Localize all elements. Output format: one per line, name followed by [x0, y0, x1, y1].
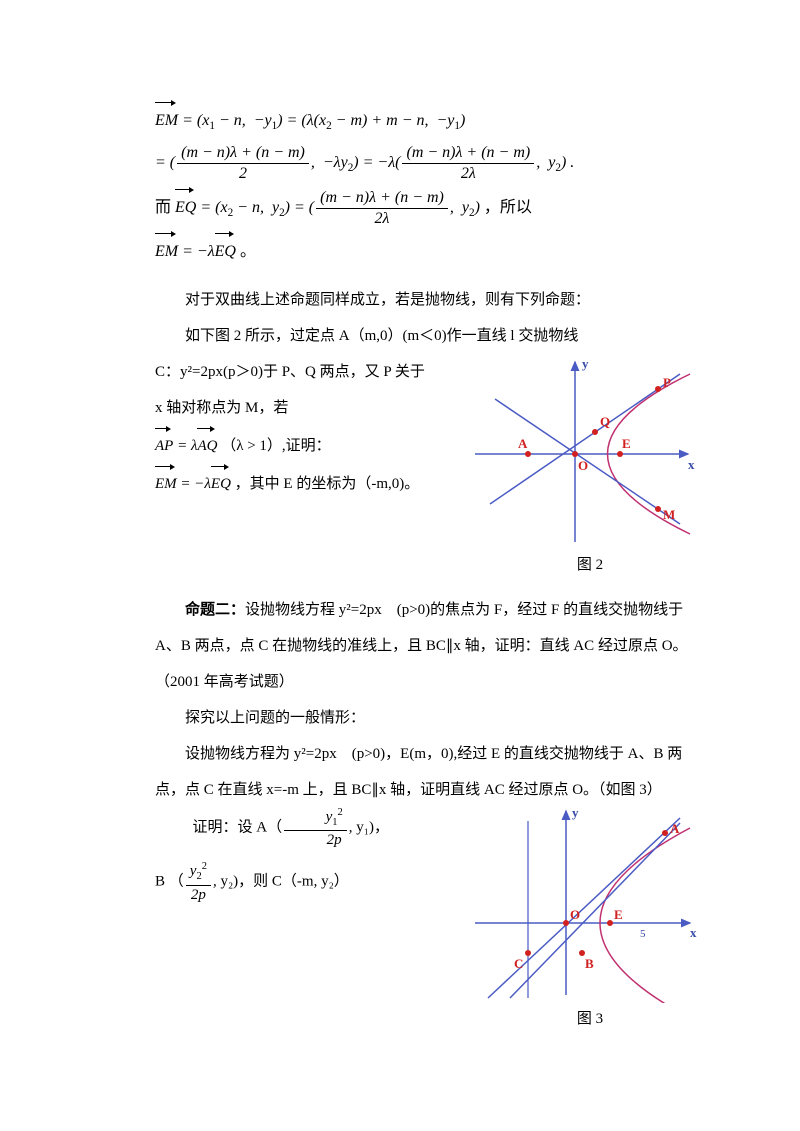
math-equation-4: EM = −λEQ 。: [155, 231, 690, 271]
figure-3-svg: y x O E A B C 5: [470, 803, 700, 1003]
proposition-2: 命题二：设抛物线方程 y²=2px (p>0)的焦点为 F，经过 F 的直线交抛…: [155, 592, 690, 700]
svg-text:E: E: [614, 907, 623, 922]
svg-text:x: x: [690, 925, 697, 940]
svg-text:A: A: [670, 821, 680, 836]
svg-text:x: x: [688, 457, 695, 472]
svg-text:5: 5: [640, 928, 646, 940]
paragraph: 设抛物线方程为 y²=2px (p>0)，E(m，0),经过 E 的直线交抛物线…: [155, 736, 690, 808]
svg-text:O: O: [578, 458, 588, 473]
figure-3-caption: 图 3: [470, 1007, 710, 1028]
paragraph: 探究以上问题的一般情形：: [155, 700, 690, 736]
page-content: EM = (x1 − n, −y1) = (λ(x2 − m) + m − n,…: [0, 0, 800, 1078]
math-equation-2: = ((m − n)λ + (n − m)2, −λy2) = −λ((m − …: [155, 144, 690, 182]
math-equation-1: EM = (x1 − n, −y1) = (λ(x2 − m) + m − n,…: [155, 100, 690, 140]
figure-2: y x A O Q P E M 图 2: [470, 354, 710, 574]
svg-text:C: C: [514, 956, 523, 971]
svg-text:B: B: [585, 956, 594, 971]
math-equation-3: 而 EQ = (x2 − n, y2) = ((m − n)λ + (n − m…: [155, 187, 690, 227]
svg-text:O: O: [570, 907, 580, 922]
svg-text:Q: Q: [600, 414, 610, 429]
svg-text:P: P: [663, 375, 671, 390]
figure-3: y x O E A B C 5 图 3: [470, 803, 710, 1028]
svg-text:M: M: [663, 507, 675, 522]
figure-2-caption: 图 2: [470, 553, 710, 574]
paragraph: 如下图 2 所示，过定点 A（m,0）(m＜0)作一直线 l 交抛物线: [155, 318, 690, 354]
paragraph: 对于双曲线上述命题同样成立，若是抛物线，则有下列命题：: [155, 282, 690, 318]
svg-text:E: E: [622, 436, 631, 451]
svg-text:A: A: [518, 436, 528, 451]
svg-text:y: y: [582, 356, 589, 371]
figure-2-svg: y x A O Q P E M: [470, 354, 700, 549]
